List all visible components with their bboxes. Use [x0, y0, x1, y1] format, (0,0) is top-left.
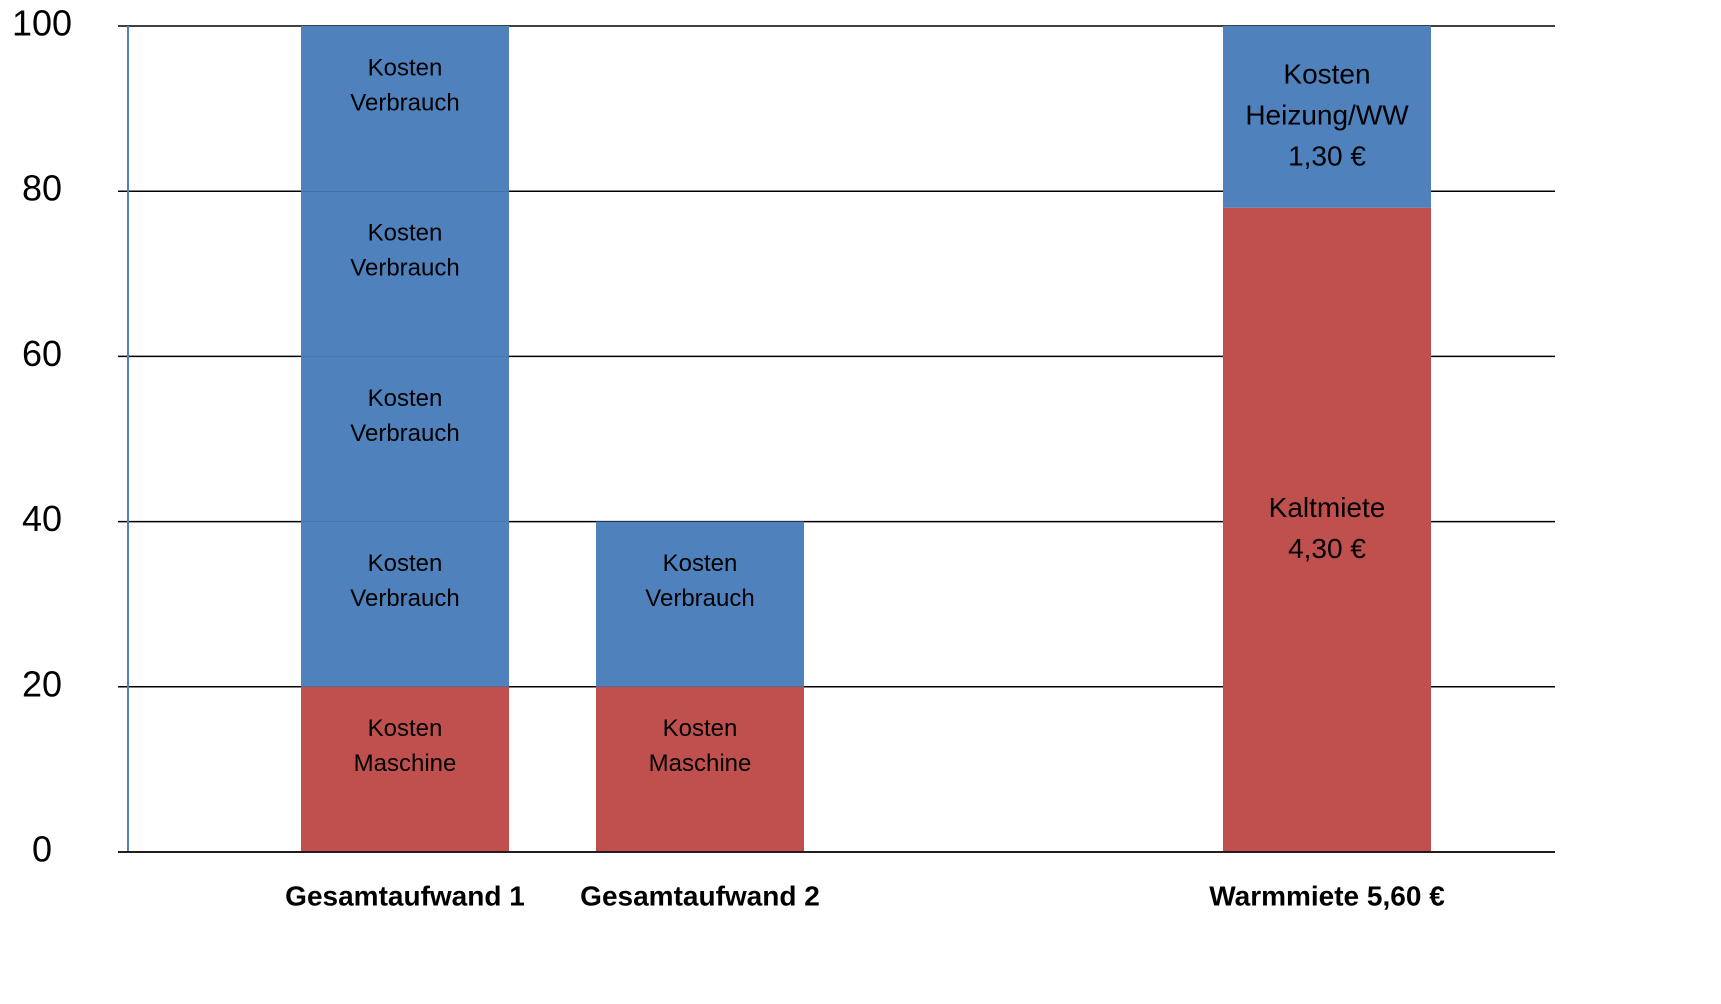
- segment-label: 4,30 €: [1288, 533, 1366, 564]
- bar-segment: [1223, 207, 1431, 853]
- segment-label: Kosten: [368, 385, 443, 412]
- bar-segment: [301, 26, 509, 192]
- segment-label: Kosten: [368, 715, 443, 742]
- segment-label: Verbrauch: [350, 89, 459, 116]
- x-tick-label: Warmmiete 5,60 €: [1209, 880, 1445, 911]
- bar-segment: [301, 191, 509, 357]
- segment-label: Kosten: [663, 715, 738, 742]
- segment-label: Kosten: [1283, 58, 1370, 89]
- y-tick-label: 80: [22, 168, 62, 209]
- bar-segment: [596, 686, 804, 852]
- bar-segment: [301, 356, 509, 522]
- y-tick-label: 40: [22, 498, 62, 539]
- bar-segment: [301, 686, 509, 852]
- segment-label: Maschine: [354, 750, 457, 777]
- segment-label: Maschine: [649, 750, 752, 777]
- segment-label: 1,30 €: [1288, 140, 1366, 171]
- segment-label: Heizung/WW: [1245, 99, 1409, 130]
- y-tick-label: 100: [12, 3, 72, 44]
- segment-label: Kaltmiete: [1269, 492, 1386, 523]
- y-tick-label: 60: [22, 333, 62, 374]
- bar-segment: [301, 521, 509, 687]
- segment-label: Verbrauch: [350, 420, 459, 447]
- bar-segment: [596, 521, 804, 687]
- bar-segment: [1223, 26, 1431, 208]
- y-tick-label: 20: [22, 663, 62, 704]
- x-tick-label: Gesamtaufwand 1: [285, 880, 525, 911]
- segment-label: Verbrauch: [645, 585, 754, 612]
- x-tick-label: Gesamtaufwand 2: [580, 880, 820, 911]
- segment-label: Verbrauch: [350, 255, 459, 282]
- segment-label: Verbrauch: [350, 585, 459, 612]
- segment-label: Kosten: [368, 220, 443, 247]
- y-tick-label: 0: [32, 829, 52, 870]
- segment-label: Kosten: [368, 54, 443, 81]
- segment-label: Kosten: [663, 550, 738, 577]
- segment-label: Kosten: [368, 550, 443, 577]
